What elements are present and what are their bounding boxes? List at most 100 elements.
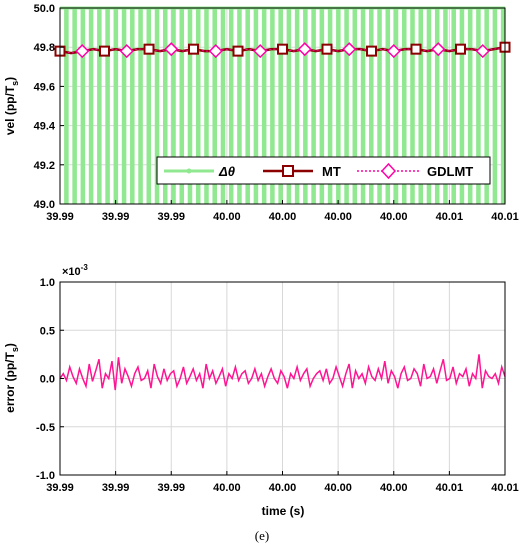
legend-gdlmt-label: GDLMT — [427, 164, 473, 179]
legend-mt-marker — [282, 165, 294, 177]
y-tick-label: 50.0 — [34, 3, 55, 15]
dtheta-series — [60, 6, 506, 204]
x-tick-label: 40.00 — [269, 482, 297, 494]
error-y-multiplier: ×10-3 — [62, 263, 88, 278]
error-panel: -1.0 -0.5 0.0 0.5 1.0 39.99 39.99 39.99 40.00 40… — [3, 263, 519, 518]
mt-marker — [455, 43, 466, 55]
error-line — [59, 354, 506, 391]
gdlmt-marker — [431, 42, 446, 57]
dtheta-pulse — [138, 8, 143, 204]
gdlmt-marker — [475, 44, 490, 59]
x-tick-label: 40.00 — [324, 482, 352, 494]
dtheta-pulse — [369, 8, 374, 204]
dtheta-pulse — [253, 8, 259, 204]
dtheta-pulse — [459, 8, 465, 204]
dtheta-pulse — [385, 8, 391, 204]
dtheta-pulse — [245, 8, 250, 204]
error-y-label: error (pp/Ts) — [3, 343, 20, 413]
velocity-lines — [54, 41, 511, 59]
y-tick-label: 1.0 — [40, 277, 55, 289]
gdlmt-marker — [208, 44, 223, 59]
dtheta-pulse — [434, 8, 440, 204]
dtheta-pulse — [121, 8, 127, 204]
dtheta-pulse — [204, 8, 209, 204]
y-tick-label: 49.6 — [34, 81, 55, 93]
dtheta-pulse — [80, 8, 86, 204]
gdlmt-marker — [342, 42, 357, 57]
legend-mt-label: MT — [322, 164, 341, 179]
y-tick-label: -0.5 — [36, 422, 55, 434]
dtheta-pulse — [336, 8, 341, 204]
x-tick-label: 40.00 — [213, 482, 241, 494]
error-series — [59, 354, 506, 391]
dtheta-pulse — [72, 8, 77, 204]
legend: Δθ MT GDLMT — [156, 156, 491, 185]
dtheta-pulse — [113, 8, 119, 204]
y-tick-label: -1.0 — [36, 470, 55, 482]
dtheta-pulse — [500, 8, 506, 204]
mt-marker — [277, 43, 288, 55]
gdlmt-marker — [386, 44, 401, 59]
y-tick-label: 49.8 — [34, 42, 55, 54]
x-tick-label: 39.99 — [102, 211, 130, 223]
x-tick-label: 40.00 — [213, 211, 241, 223]
dtheta-pulse — [443, 8, 448, 204]
dtheta-pulse — [261, 8, 267, 204]
dtheta-pulse — [327, 8, 333, 204]
mt-marker — [232, 45, 244, 57]
dtheta-pulse — [410, 8, 415, 204]
dtheta-pulse — [130, 8, 135, 204]
x-tick-label: 40.01 — [436, 211, 464, 223]
dtheta-pulse — [401, 8, 407, 204]
x-tick-label: 40.00 — [269, 211, 297, 223]
dtheta-pulse — [171, 8, 176, 204]
velocity-x-ticks: 39.99 39.99 39.99 40.00 40.00 40.00 40.00 40.01… — [46, 200, 519, 223]
figure-caption: (e) — [255, 528, 269, 543]
dtheta-pulse — [377, 8, 382, 204]
dtheta-pulse — [237, 8, 242, 204]
dtheta-pulse — [154, 8, 160, 204]
y-tick-label: 49.0 — [34, 199, 55, 211]
x-tick-label: 39.99 — [46, 211, 74, 223]
dtheta-pulse — [303, 8, 308, 204]
mt-marker — [366, 45, 377, 57]
dtheta-pulse — [418, 8, 424, 204]
dtheta-pulse — [187, 8, 193, 204]
y-tick-label: 49.4 — [34, 121, 56, 133]
mt-marker — [321, 43, 333, 55]
dtheta-pulse — [484, 8, 489, 204]
dtheta-pulse — [286, 8, 292, 204]
dtheta-pulse — [360, 8, 366, 204]
y-tick-label: 0.0 — [40, 374, 55, 386]
x-tick-label: 39.99 — [157, 482, 185, 494]
dtheta-pulse — [97, 8, 102, 204]
x-tick-label: 40.00 — [380, 482, 408, 494]
dtheta-pulse — [278, 8, 283, 204]
dtheta-pulse — [426, 8, 432, 204]
dtheta-pulse — [352, 8, 358, 204]
error-y-ticks: -1.0 -0.5 0.0 0.5 1.0 — [36, 277, 64, 482]
dtheta-pulse — [163, 8, 168, 204]
y-tick-label: 49.2 — [34, 160, 55, 172]
gdlmt-marker — [119, 44, 134, 59]
legend-item-mt: MT — [263, 164, 341, 179]
dtheta-pulse — [64, 8, 69, 204]
y-tick-label: 0.5 — [40, 325, 55, 337]
dtheta-pulse — [212, 8, 217, 204]
legend-gdlmt-marker — [380, 162, 397, 180]
dtheta-pulse — [228, 8, 234, 204]
dtheta-pulse — [492, 8, 498, 204]
velocity-y-label: vel (pp/Ts) — [3, 77, 20, 135]
gdlmt-marker — [253, 44, 268, 59]
mt-marker — [410, 43, 422, 55]
dtheta-pulse — [319, 8, 325, 204]
x-tick-label: 40.01 — [491, 482, 519, 494]
x-tick-label: 40.01 — [436, 482, 464, 494]
dtheta-pulse — [105, 8, 110, 204]
velocity-y-ticks: 49.0 49.2 49.4 49.6 49.8 50.0 — [34, 3, 64, 211]
dtheta-pulse — [195, 8, 201, 204]
x-tick-label: 39.99 — [102, 482, 130, 494]
gdlmt-marker — [164, 42, 179, 57]
dtheta-pulse — [179, 8, 185, 204]
